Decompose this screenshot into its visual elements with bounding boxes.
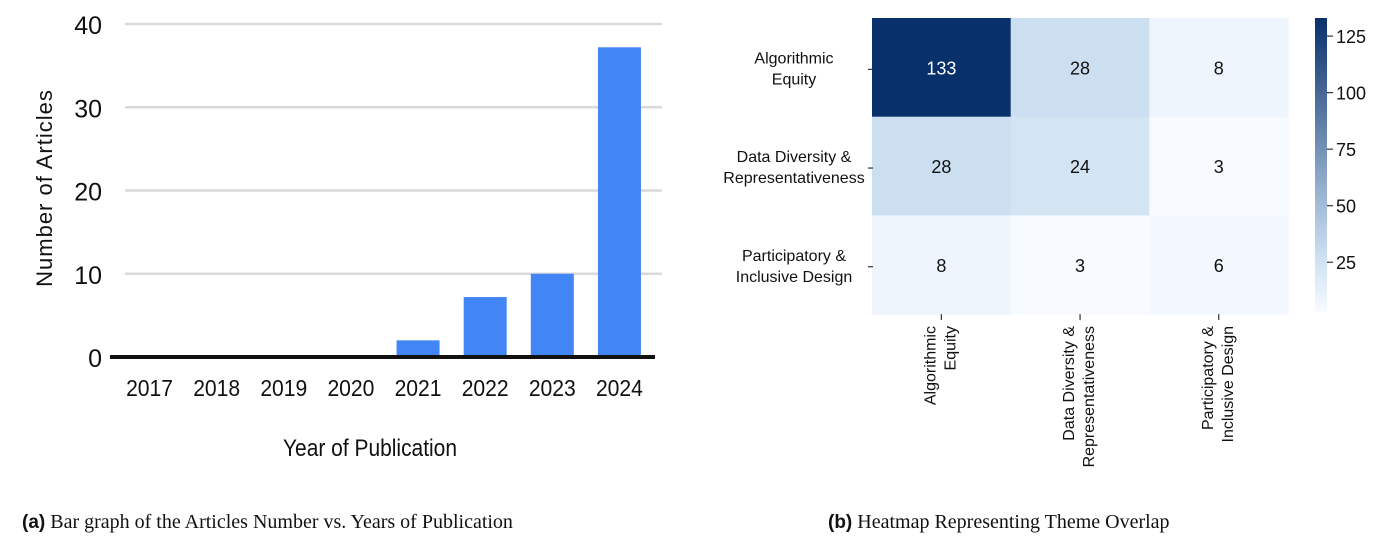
y-tick-label: 40 xyxy=(74,12,102,40)
heatmap-cell xyxy=(1010,116,1150,216)
caption-a: (a) Bar graph of the Articles Number vs.… xyxy=(22,508,513,536)
x-tick-label: 2019 xyxy=(260,375,307,401)
colorbar xyxy=(1315,18,1327,312)
colorbar-tick-label: 25 xyxy=(1336,253,1356,273)
y-axis-title: Number of Articles xyxy=(32,89,57,287)
heatmap-cell-value: 133 xyxy=(926,58,956,78)
caption-a-text: Bar graph of the Articles Number vs. Yea… xyxy=(50,511,513,533)
heatmap-chart: 133 28 8 28 24 3 8 3 6 Algorithmic Equity Data Dive… xyxy=(723,18,1366,467)
col-label: Algorithmic Equity xyxy=(922,326,959,405)
colorbar-tick-label: 50 xyxy=(1336,197,1356,217)
x-tick-label: 2022 xyxy=(462,375,509,401)
heatmap-cell xyxy=(872,18,1012,118)
row-label: Data Diversity & Representativeness xyxy=(723,149,864,187)
colorbar-tick-label: 75 xyxy=(1336,140,1356,160)
heatmap-cell-value: 28 xyxy=(1070,58,1090,78)
colorbar-tick-label: 125 xyxy=(1336,27,1366,47)
x-tick-label: 2024 xyxy=(596,375,643,401)
bar-2022 xyxy=(463,297,507,357)
caption-b: (b) Heatmap Representing Theme Overlap xyxy=(828,508,1170,536)
x-tick-label: 2023 xyxy=(529,375,576,401)
heatmap-cell xyxy=(872,116,1012,216)
y-tick-label: 0 xyxy=(88,345,102,373)
heatmap-cell-value: 8 xyxy=(1214,58,1224,78)
y-tick-label: 10 xyxy=(74,262,102,290)
heatmap-cell xyxy=(1149,18,1289,118)
heatmap-cell-value: 6 xyxy=(1214,256,1224,276)
y-tick-label: 30 xyxy=(74,95,102,123)
heatmap-cell-value: 24 xyxy=(1070,157,1090,177)
caption-b-text: Heatmap Representing Theme Overlap xyxy=(857,511,1170,533)
x-tick-label: 2020 xyxy=(327,375,374,401)
x-tick-label: 2017 xyxy=(126,375,173,401)
col-label: Data Diversity & Representativeness xyxy=(1061,326,1098,468)
row-label: Algorithmic Equity xyxy=(754,50,833,88)
heatmap-cell xyxy=(872,215,1012,315)
heatmap-cell xyxy=(1149,116,1289,216)
bar-2024 xyxy=(597,47,641,358)
x-tick-label: 2021 xyxy=(395,375,442,401)
bar-chart: 0 10 20 30 40 2017 2018 2019 2020 2021 2022 2023 202… xyxy=(32,12,662,462)
bar-2023 xyxy=(530,273,574,357)
caption-a-tag: (a) xyxy=(22,512,46,533)
caption-b-tag: (b) xyxy=(828,512,853,533)
heatmap-cell xyxy=(1010,215,1150,315)
heatmap-cell-value: 3 xyxy=(1075,256,1085,276)
heatmap-cell-value: 28 xyxy=(931,157,951,177)
heatmap-cell-value: 8 xyxy=(936,256,946,276)
x-tick-label: 2018 xyxy=(193,375,240,401)
row-label: Participatory & Inclusive Design xyxy=(736,248,853,286)
y-tick-label: 20 xyxy=(74,179,102,207)
x-axis-title: Year of Publication xyxy=(283,435,457,462)
heatmap-cell xyxy=(1010,18,1150,118)
col-label: Participatory & Inclusive Design xyxy=(1200,326,1237,443)
colorbar-tick-label: 100 xyxy=(1336,84,1366,104)
heatmap-cell-value: 3 xyxy=(1214,157,1224,177)
heatmap-cell xyxy=(1149,215,1289,315)
bar-2021 xyxy=(396,340,440,357)
